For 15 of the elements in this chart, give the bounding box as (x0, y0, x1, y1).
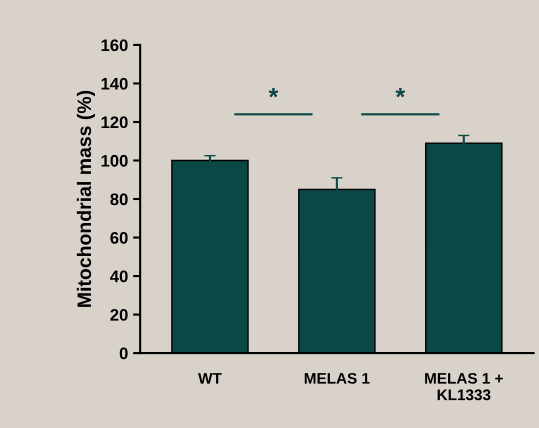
y-tick-label: 0 (120, 348, 128, 360)
annotation: * (268, 88, 278, 98)
y-tick-label: 40 (110, 270, 128, 282)
y-tick-label: 160 (102, 39, 128, 52)
y-axis-title: Mitochondrial mass (%) (76, 90, 95, 307)
y-tick-label: 140 (102, 78, 128, 90)
y-tick-label: 20 (110, 308, 128, 321)
y-tick-label: 120 (102, 116, 128, 128)
x-tick-label: MELAS 1 (304, 372, 370, 384)
y-tick-label: 80 (110, 193, 128, 206)
y-tick-label: 100 (102, 154, 128, 167)
annotation: * (396, 88, 406, 98)
x-tick-label: MELAS 1 + KL1333 (425, 372, 503, 400)
y-tick-label: 60 (110, 232, 128, 244)
x-tick-label: WT (198, 373, 222, 384)
